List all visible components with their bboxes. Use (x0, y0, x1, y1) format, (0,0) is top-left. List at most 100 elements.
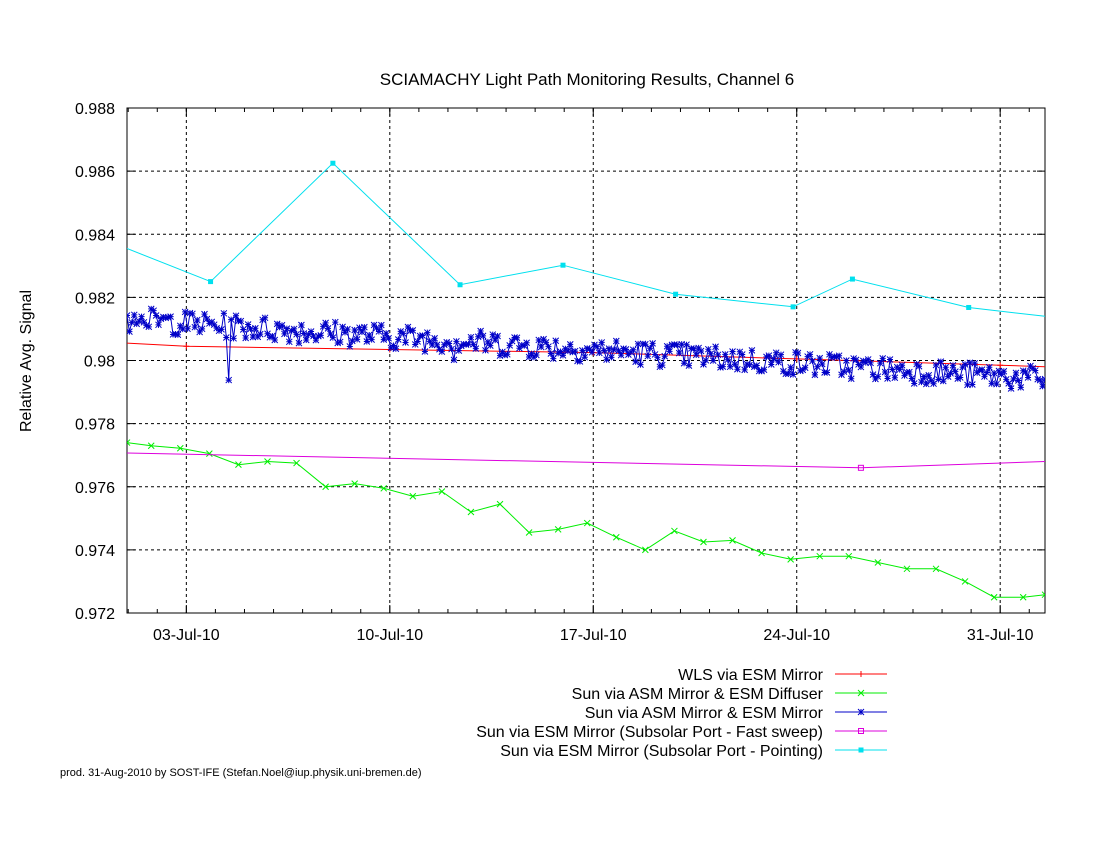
data-point (598, 339, 606, 346)
data-point (772, 349, 780, 357)
data-point (993, 380, 1000, 388)
data-point (593, 343, 601, 350)
data-point (658, 361, 666, 369)
data-point (419, 332, 426, 339)
data-point (714, 351, 722, 359)
data-point (479, 332, 487, 340)
plot-area (127, 160, 1045, 601)
data-point (729, 537, 736, 544)
data-point (789, 371, 797, 378)
data-point (501, 351, 509, 359)
data-point (869, 371, 877, 378)
data-point (576, 358, 584, 365)
data-point (237, 317, 245, 325)
data-point (167, 313, 174, 320)
data-point (225, 376, 233, 384)
data-point (127, 328, 133, 335)
data-point (738, 351, 746, 358)
data-point (741, 366, 749, 374)
data-point (823, 369, 831, 376)
data-point (797, 367, 804, 375)
data-point (918, 378, 925, 386)
data-point (528, 350, 535, 357)
data-point (467, 333, 475, 341)
data-point (256, 330, 264, 338)
data-point (278, 321, 286, 329)
data-point (709, 357, 717, 364)
data-point (901, 372, 908, 379)
data-point (581, 353, 589, 361)
data-point (356, 324, 363, 332)
data-point (811, 371, 819, 379)
data-point (218, 326, 225, 333)
data-point (545, 343, 552, 350)
data-point (731, 360, 739, 368)
data-point (542, 339, 550, 346)
data-point (247, 325, 254, 333)
data-point (961, 361, 969, 368)
data-point (966, 359, 974, 367)
data-point (583, 519, 591, 527)
data-point (404, 323, 412, 331)
data-point (864, 356, 872, 363)
x-tick-label: 24-Jul-10 (763, 627, 830, 644)
data-point (605, 345, 613, 352)
data-point (790, 304, 796, 310)
data-point (143, 322, 150, 329)
data-point (949, 361, 957, 369)
data-point (675, 349, 683, 357)
data-point (489, 331, 497, 338)
data-point (707, 350, 715, 358)
data-point (952, 368, 959, 375)
data-point (1005, 380, 1013, 387)
data-point (193, 316, 201, 324)
data-point (763, 353, 770, 361)
data-point (302, 336, 310, 344)
legend-label: WLS via ESM Mirror (678, 667, 824, 684)
data-point (482, 346, 489, 354)
data-point (903, 565, 911, 573)
data-point (990, 593, 998, 601)
y-tick-label: 0.978 (75, 417, 115, 434)
data-point (637, 361, 644, 368)
data-point (179, 325, 187, 333)
data-point (365, 331, 373, 339)
data-point (813, 363, 821, 371)
data-point (150, 307, 157, 315)
data-point (981, 373, 988, 380)
data-point (348, 337, 356, 345)
data-point (172, 330, 179, 338)
data-point (663, 342, 671, 350)
data-point (874, 559, 882, 566)
data-point (329, 334, 337, 342)
data-point (230, 334, 237, 342)
data-point (557, 348, 564, 355)
data-point (416, 332, 424, 340)
data-point (1019, 593, 1027, 601)
data-point (583, 345, 591, 352)
data-point (525, 353, 533, 361)
data-point (496, 500, 504, 508)
data-point (1031, 367, 1039, 374)
data-point (939, 377, 947, 385)
data-point (985, 363, 993, 371)
data-point (617, 351, 625, 359)
data-point (612, 337, 620, 345)
data-point (373, 324, 380, 332)
data-point (503, 350, 511, 358)
data-point (990, 369, 998, 377)
data-point (932, 361, 940, 369)
data-point (721, 351, 729, 358)
data-point (380, 484, 388, 492)
data-point (239, 326, 247, 333)
data-point (654, 353, 661, 361)
y-tick-label: 0.98 (84, 354, 115, 371)
data-point (201, 310, 208, 318)
data-point (196, 328, 204, 336)
data-point (898, 361, 906, 369)
data-point (947, 369, 954, 377)
data-point (288, 327, 296, 334)
data-point (702, 356, 710, 364)
data-point (130, 311, 138, 319)
data-point (649, 339, 656, 347)
